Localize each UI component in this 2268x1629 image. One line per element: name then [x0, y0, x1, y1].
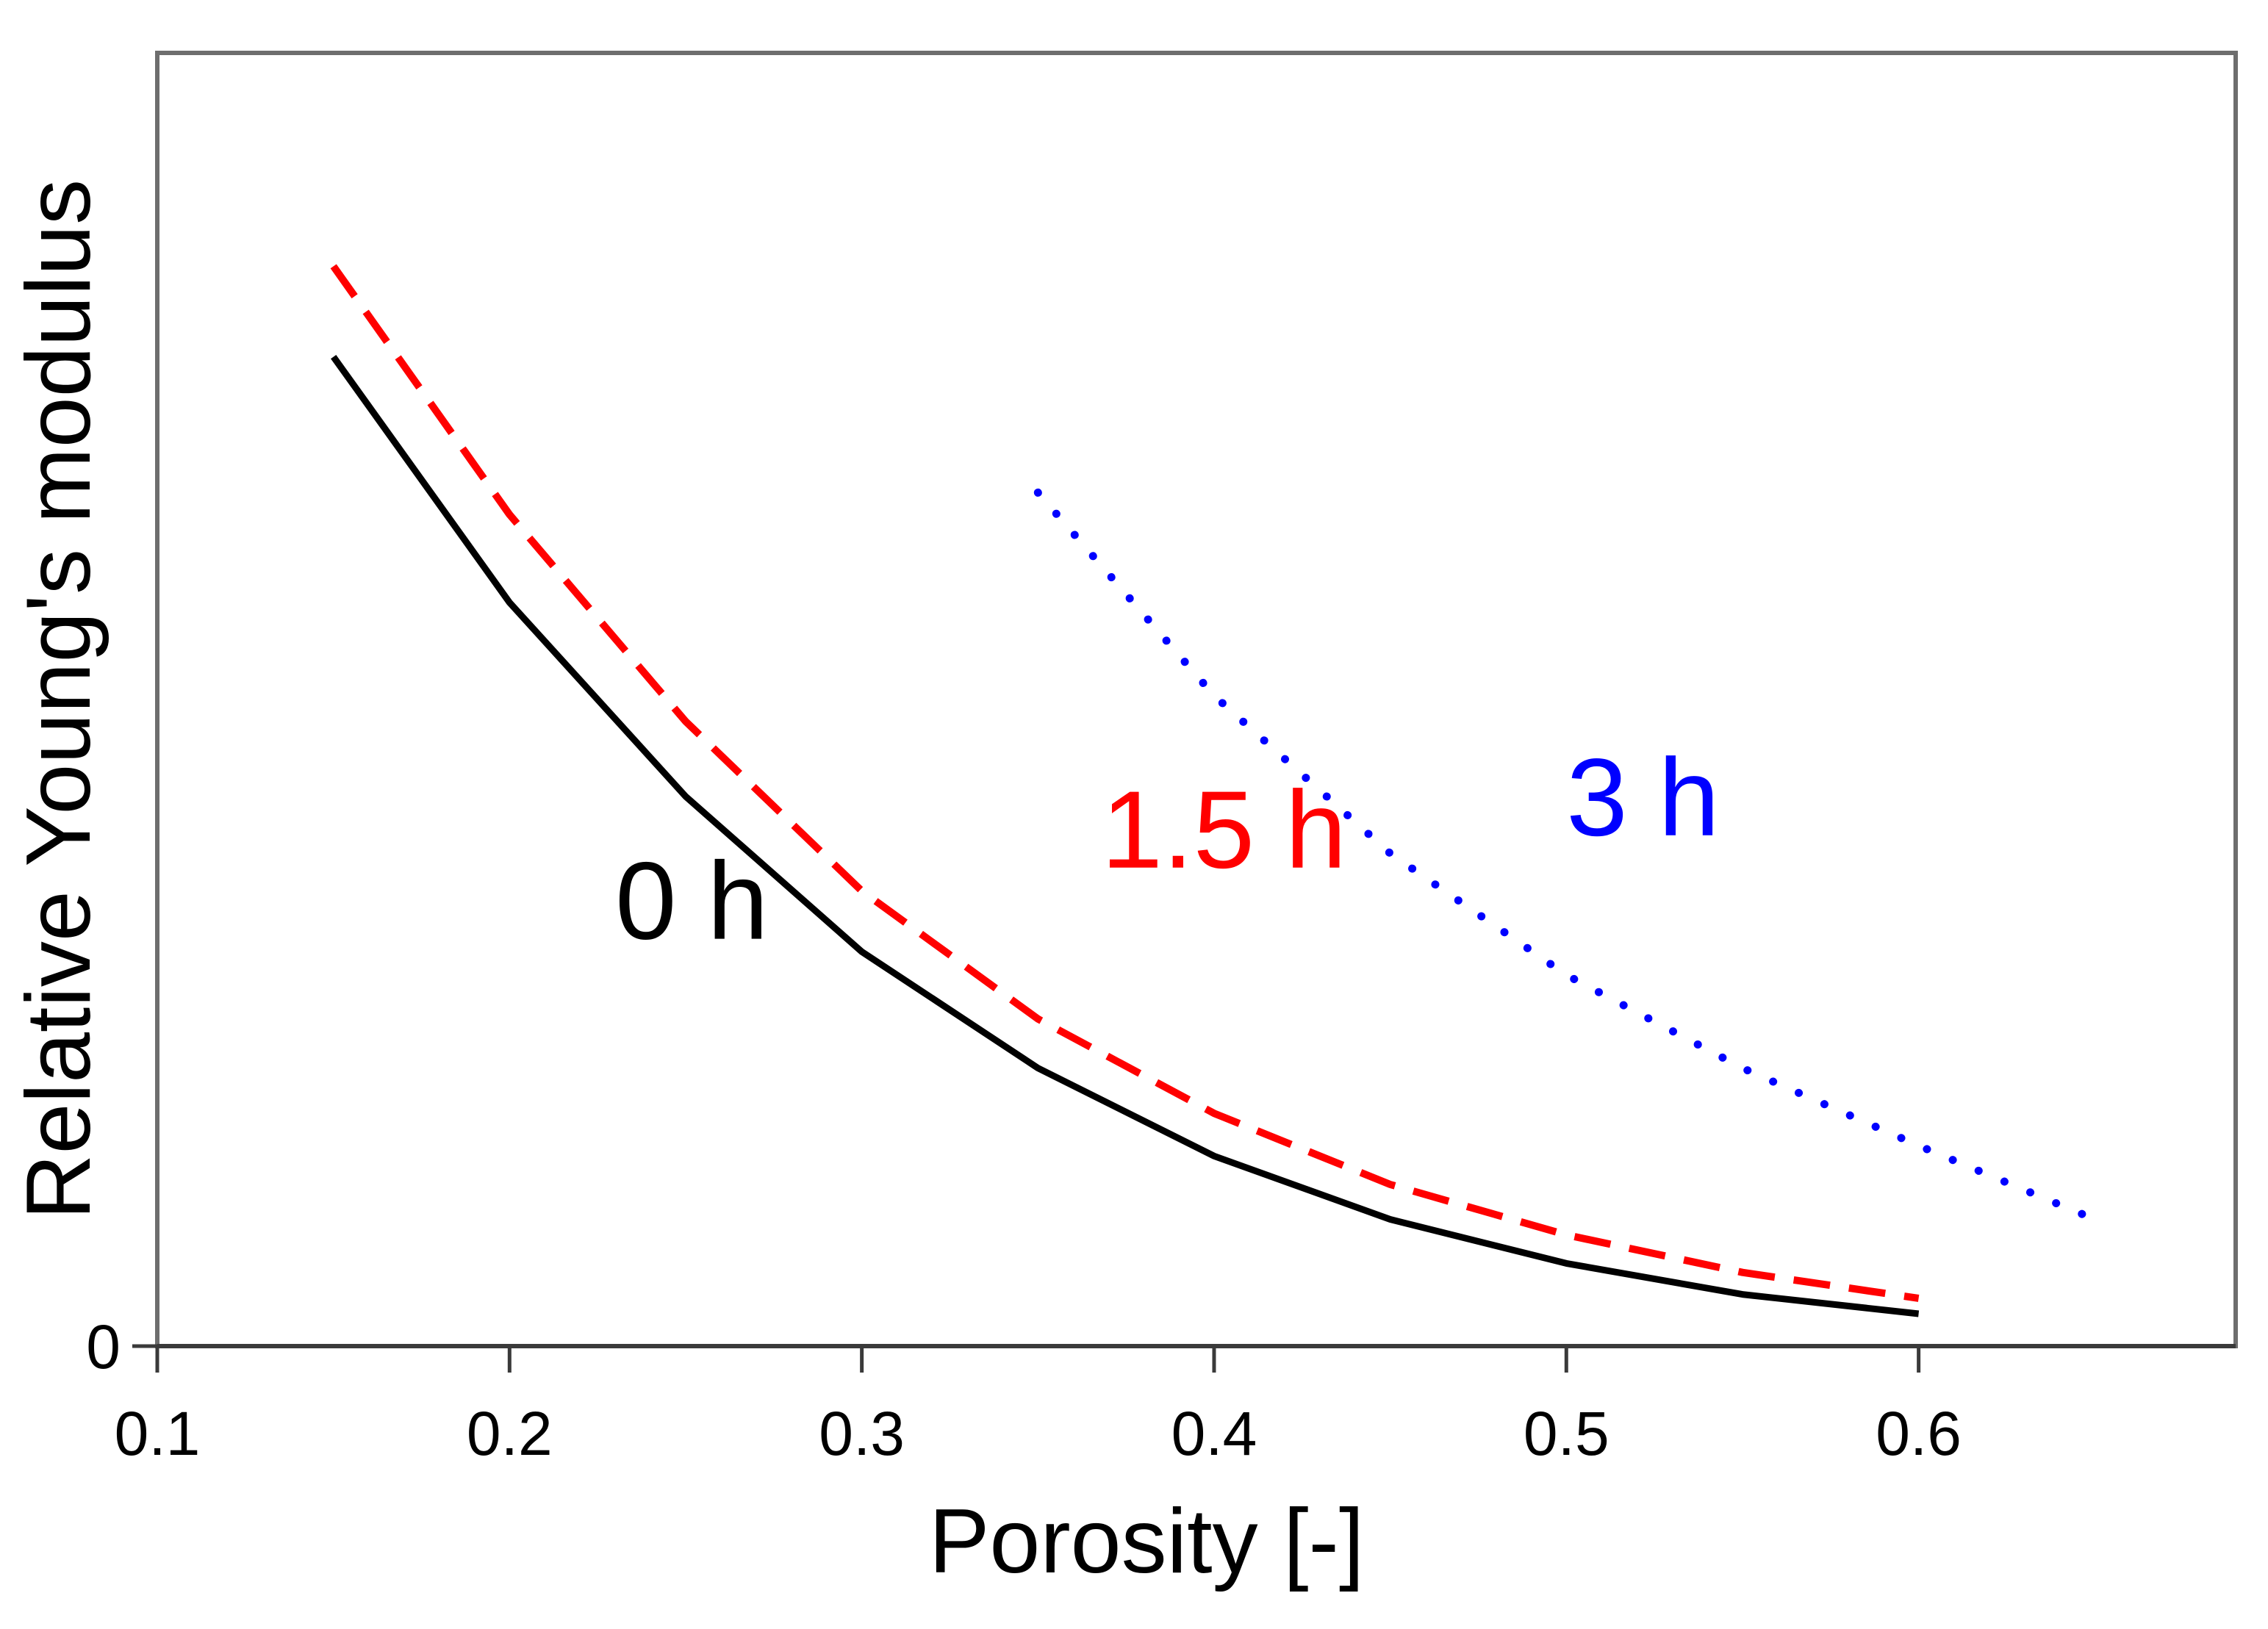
series-layer: [330, 264, 2099, 1317]
y-axis-title: Relative Young's modulus: [8, 179, 110, 1220]
series-annotation-label: 0 h: [615, 839, 769, 963]
series-line-1-5-h: [330, 264, 1920, 1302]
x-axis-ticks: 0.1 0.2 0.3 0.4 0.5 0.6: [115, 1346, 1962, 1468]
series-line-0-h: [331, 354, 1920, 1317]
x-tick-label: 0.5: [1524, 1399, 1610, 1468]
x-tick-label: 0.2: [467, 1399, 553, 1468]
x-axis-title: Porosity [-]: [929, 1491, 1365, 1592]
x-tick-label: 0.3: [819, 1399, 905, 1468]
y-tick-label: 0: [86, 1312, 121, 1381]
y-axis-ticks: 0: [86, 1312, 157, 1381]
annotation-layer: 0 h 1.5 h 3 h: [615, 736, 1720, 963]
series-annotation-label: 1.5 h: [1102, 768, 1347, 891]
plot-frame: [155, 51, 2238, 1348]
x-tick-label: 0.1: [115, 1399, 201, 1468]
series-annotation-label: 3 h: [1566, 736, 1720, 859]
x-tick-label: 0.4: [1171, 1399, 1257, 1468]
x-tick-label: 0.6: [1876, 1399, 1962, 1468]
